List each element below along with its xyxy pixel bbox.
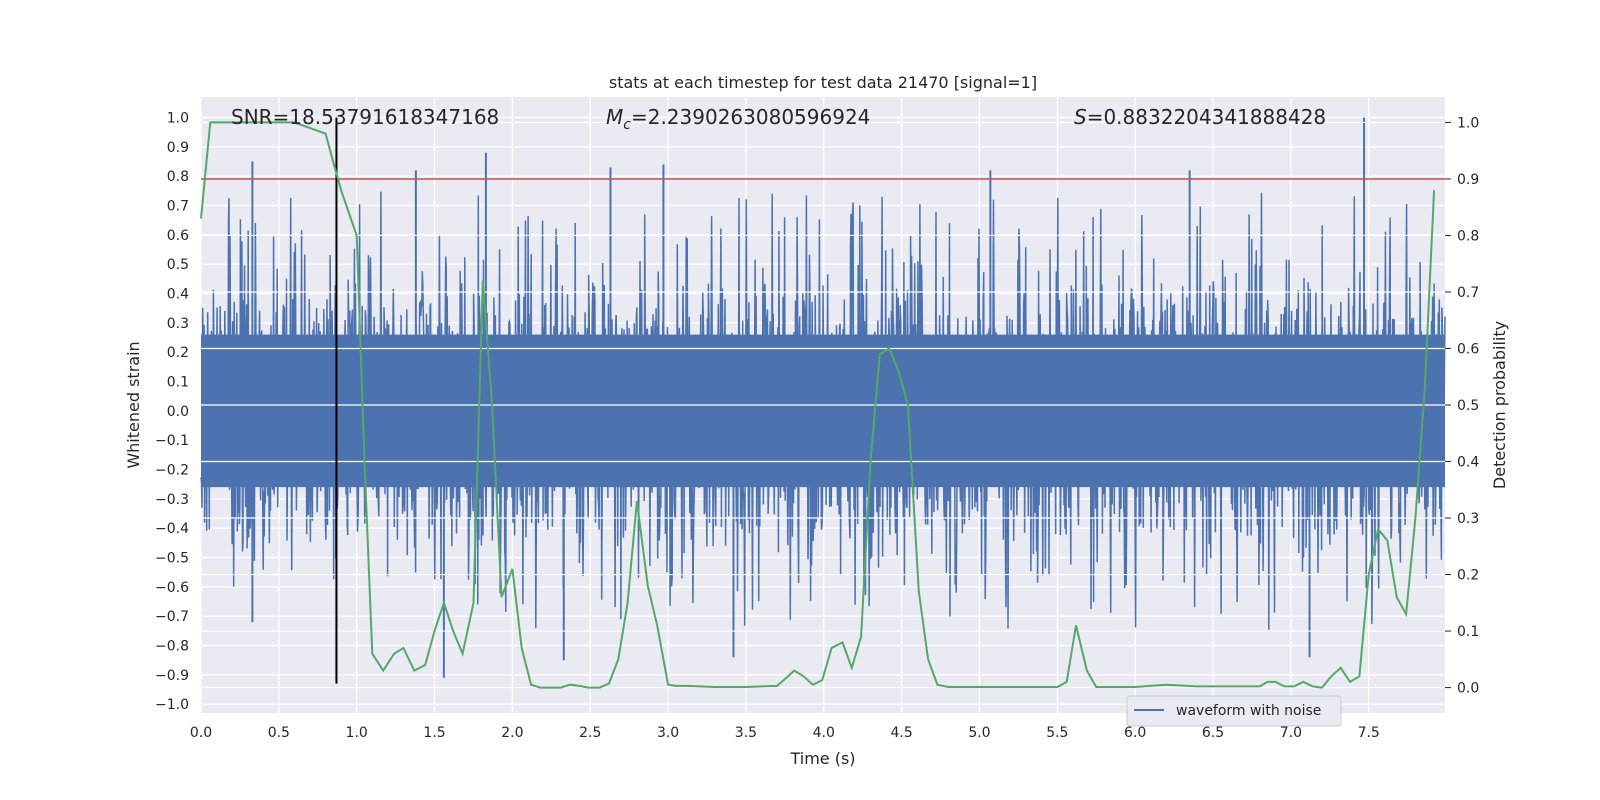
right-y-tick-label: 0.5	[1457, 398, 1479, 414]
y-tick-label: −0.5	[155, 551, 189, 567]
y-tick-label: 0.3	[167, 316, 189, 332]
x-tick-label: 3.0	[657, 725, 679, 741]
right-y-axis-label: Detection probability	[1490, 321, 1509, 489]
right-y-tick-label: 0.2	[1457, 568, 1479, 584]
right-y-tick-label: 0.9	[1457, 172, 1479, 188]
legend-label: waveform with noise	[1176, 703, 1321, 719]
x-tick-label: 7.0	[1280, 725, 1302, 741]
right-y-tick-label: 0.4	[1457, 455, 1479, 471]
score-symbol: S	[1074, 105, 1087, 129]
chirp-mass-symbol: M	[606, 105, 623, 129]
x-tick-label: 5.5	[1046, 725, 1068, 741]
y-tick-label: 0.7	[167, 199, 189, 215]
x-tick-label: 3.5	[735, 725, 757, 741]
y-axis-label: Whitened strain	[124, 341, 143, 468]
x-tick-label: 0.5	[268, 725, 290, 741]
right-y-tick-label: 0.0	[1457, 681, 1479, 697]
legend: waveform with noise	[1126, 695, 1342, 727]
right-y-tick-label: 0.1	[1457, 624, 1479, 640]
y-tick-label: 0.9	[167, 140, 189, 156]
x-axis-label: Time (s)	[789, 749, 855, 768]
chirp-mass-value: =2.2390263080596924	[631, 105, 870, 129]
chart-title: stats at each timestep for test data 214…	[609, 73, 1037, 92]
x-tick-label: 4.5	[890, 725, 912, 741]
right-y-tick-labels: 1.0 0.9 0.8 0.7 0.6 0.5 0.4 0.3 0.2 0.1 0.0	[1445, 115, 1479, 697]
snr-annotation: SNR=18.53791618347168	[231, 105, 499, 129]
x-tick-label: 2.5	[579, 725, 601, 741]
y-tick-label: 0.0	[167, 404, 189, 420]
y-tick-label: −0.6	[155, 580, 189, 596]
x-tick-labels: 0.0 0.5 1.0 1.5 2.0 2.5 3.0 3.5 4.0 4.5 5.0 5.5 6.0 6…	[190, 725, 1380, 741]
x-tick-label: 6.0	[1124, 725, 1146, 741]
y-tick-label: −0.9	[155, 668, 189, 684]
y-tick-label: 0.4	[167, 287, 189, 303]
x-tick-label: 4.0	[813, 725, 835, 741]
chirp-mass-annotation: Mc=2.2390263080596924	[606, 105, 870, 133]
score-annotation: S=0.8832204341888428	[1074, 105, 1326, 129]
x-tick-label: 1.5	[423, 725, 445, 741]
y-tick-label: −1.0	[155, 697, 189, 713]
y-tick-label: 1.0	[167, 111, 189, 127]
x-tick-label: 6.5	[1202, 725, 1224, 741]
x-tick-label: 1.0	[346, 725, 368, 741]
x-tick-label: 0.0	[190, 725, 212, 741]
y-tick-label: 0.6	[167, 228, 189, 244]
y-tick-label: 0.5	[167, 257, 189, 273]
y-tick-label: −0.3	[155, 492, 189, 508]
y-tick-label: 0.1	[167, 375, 189, 391]
y-tick-labels: 1.0 0.9 0.8 0.7 0.6 0.5 0.4 0.3 0.2 0.1 0.0 −0.1 −0.…	[155, 111, 189, 714]
y-tick-label: −0.2	[155, 463, 189, 479]
x-tick-label: 2.0	[501, 725, 523, 741]
legend-box	[1126, 695, 1342, 727]
right-y-tick-label: 0.6	[1457, 341, 1479, 357]
score-value: =0.8832204341888428	[1087, 105, 1326, 129]
right-y-tick-label: 1.0	[1457, 115, 1479, 131]
y-tick-label: −0.8	[155, 639, 189, 655]
chirp-mass-subscript: c	[623, 117, 631, 133]
y-tick-label: 0.2	[167, 345, 189, 361]
right-y-tick-label: 0.8	[1457, 228, 1479, 244]
y-tick-label: 0.8	[167, 169, 189, 185]
y-tick-label: −0.1	[155, 433, 189, 449]
detection-probability-series	[200, 121, 1436, 689]
right-y-tick-label: 0.7	[1457, 285, 1479, 301]
y-tick-label: −0.4	[155, 521, 189, 537]
x-tick-label: 5.0	[968, 725, 990, 741]
right-y-tick-label: 0.3	[1457, 511, 1479, 527]
x-tick-label: 7.5	[1358, 725, 1380, 741]
waveform-core	[201, 334, 1445, 488]
y-tick-label: −0.7	[155, 609, 189, 625]
